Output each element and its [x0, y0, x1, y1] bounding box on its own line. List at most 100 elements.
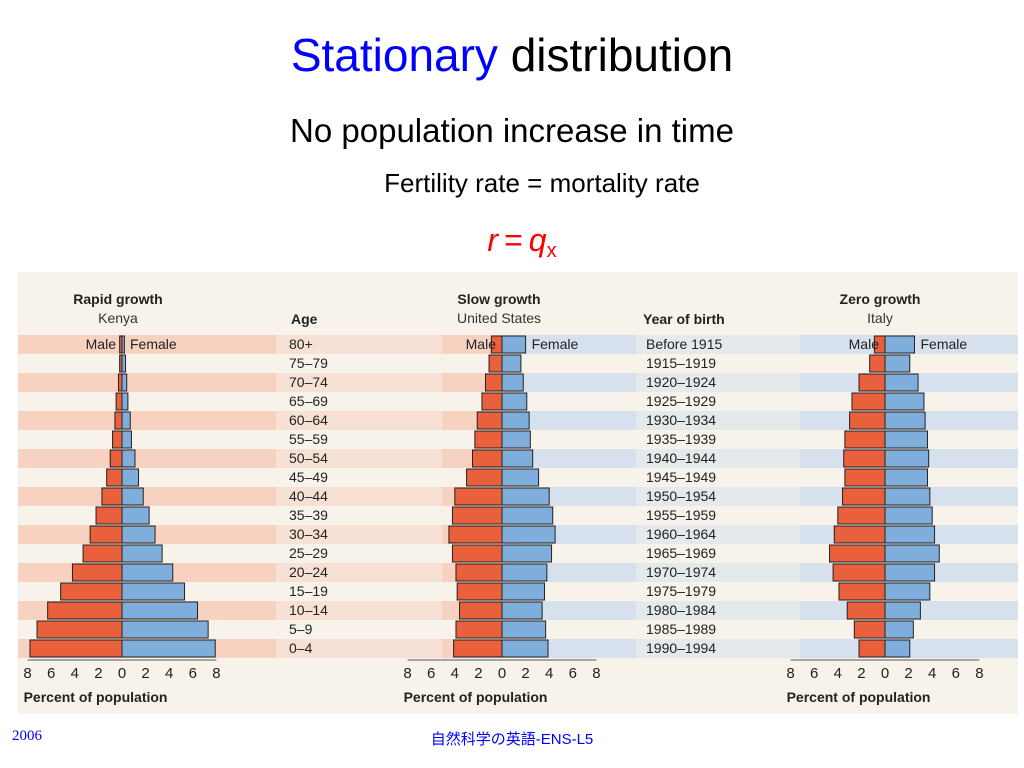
year-label-2: 1920–1924	[646, 374, 716, 390]
year-label-1: 1915–1919	[646, 355, 716, 371]
p1-male-bar-10	[89, 525, 123, 544]
p1-xlabel: Percent of population	[24, 689, 168, 705]
p1-male-bar-5	[112, 430, 123, 449]
age-label-2: 70–74	[289, 374, 328, 390]
p1-male-bar-7	[106, 468, 123, 487]
p1-xtick-4: 0	[118, 665, 126, 682]
year-label-9: 1955–1959	[646, 507, 716, 523]
age-label-8: 40–44	[289, 488, 328, 504]
p3-female-bar-11	[884, 544, 940, 563]
p3-male-bar-4	[849, 411, 886, 430]
p2-male-bar-14	[459, 601, 503, 620]
year-column-title: Year of birth	[643, 311, 725, 327]
age-label-5: 55–59	[289, 431, 328, 447]
p2-male-bar-13	[456, 582, 503, 601]
p2-female-bar-16	[501, 639, 549, 658]
p3-female-bar-14	[884, 601, 921, 620]
p2-male-bar-9	[451, 506, 503, 525]
p1-male-bar-6	[109, 449, 123, 468]
p2-male-bar-8	[454, 487, 503, 506]
year-label-6: 1940–1944	[646, 450, 716, 466]
p1-female-bar-7	[121, 468, 140, 487]
year-label-8: 1950–1954	[646, 488, 716, 504]
p3-xlabel: Percent of population	[787, 689, 931, 705]
p2-female-bar-4	[501, 411, 530, 430]
p2-male-bar-15	[455, 620, 503, 639]
p2-male-bar-7	[466, 468, 503, 487]
p2-female-bar-11	[501, 544, 553, 563]
p3-male-bar-12	[832, 563, 886, 582]
p3-male-bar-1	[869, 354, 886, 373]
p1-female-bar-10	[121, 525, 156, 544]
p1-female-bar-11	[121, 544, 163, 563]
age-label-10: 30–34	[289, 526, 328, 542]
p1-male-bar-4	[114, 411, 123, 430]
p2-xtick-7: 6	[569, 665, 577, 682]
age-label-4: 60–64	[289, 412, 328, 428]
p3-xtick-7: 6	[952, 665, 960, 682]
p3-female-bar-6	[884, 449, 930, 468]
formula: r = qx	[0, 222, 1024, 263]
p1-female-bar-13	[121, 582, 186, 601]
p1-male-bar-8	[101, 487, 123, 506]
p3-female-bar-8	[884, 487, 931, 506]
year-label-3: 1925–1929	[646, 393, 716, 409]
p1-female-bar-4	[121, 411, 131, 430]
p3-male-label: Male	[849, 336, 880, 352]
band-left-8	[18, 487, 518, 506]
p3-female-bar-0	[884, 335, 915, 354]
p2-male-bar-16	[453, 639, 503, 658]
p2-female-bar-7	[501, 468, 540, 487]
age-label-0: 80+	[289, 336, 313, 352]
p1-female-bar-3	[121, 392, 129, 411]
p2-xtick-4: 0	[498, 665, 506, 682]
p2-xtick-3: 2	[474, 665, 482, 682]
p2-title: Slow growth	[457, 291, 540, 307]
p2-female-bar-13	[501, 582, 545, 601]
age-label-13: 15–19	[289, 583, 328, 599]
p2-male-bar-1	[488, 354, 503, 373]
p1-xtick-2: 4	[71, 665, 79, 682]
p3-female-bar-4	[884, 411, 926, 430]
year-label-16: 1990–1994	[646, 640, 716, 656]
p1-xtick-1: 6	[47, 665, 55, 682]
p2-female-bar-1	[501, 354, 522, 373]
p2-xtick-2: 4	[451, 665, 459, 682]
p2-male-bar-6	[472, 449, 503, 468]
age-column-title: Age	[291, 311, 318, 327]
year-label-11: 1965–1969	[646, 545, 716, 561]
p3-xtick-1: 6	[810, 665, 818, 682]
year-label-4: 1930–1934	[646, 412, 716, 428]
age-label-16: 0–4	[289, 640, 313, 656]
p3-xtick-4: 0	[881, 665, 889, 682]
population-pyramids-figure: Rapid growth Kenya Male Female 8 6 4 2 0 2 4 6 8 Perc…	[18, 272, 1018, 714]
year-label-13: 1975–1979	[646, 583, 716, 599]
band-left-6	[18, 449, 518, 468]
p1-male-bar-12	[71, 563, 123, 582]
age-label-12: 20–24	[289, 564, 328, 580]
p3-male-bar-7	[844, 468, 886, 487]
p2-xlabel: Percent of population	[404, 689, 548, 705]
slide-title-rest: distribution	[510, 29, 734, 81]
p1-female-bar-8	[121, 487, 144, 506]
p3-female-bar-1	[884, 354, 911, 373]
p1-female-bar-0	[121, 335, 125, 354]
p3-male-bar-16	[858, 639, 886, 658]
p1-xtick-5: 2	[141, 665, 149, 682]
p1-female-bar-5	[121, 430, 132, 449]
p2-male-bar-10	[448, 525, 503, 544]
p2-subtitle: United States	[457, 310, 541, 326]
year-column-shade	[636, 335, 800, 658]
p3-male-bar-5	[844, 430, 886, 449]
p2-female-bar-15	[501, 620, 547, 639]
formula-right: q	[528, 222, 547, 258]
p3-male-bar-2	[858, 373, 886, 392]
footer-year: 2006	[12, 728, 42, 744]
p2-male-label: Male	[466, 336, 497, 352]
band-left-3	[18, 392, 518, 411]
p1-female-bar-2	[121, 373, 128, 392]
p3-male-bar-8	[842, 487, 886, 506]
band-left-9	[18, 506, 518, 525]
p2-female-bar-12	[501, 563, 548, 582]
